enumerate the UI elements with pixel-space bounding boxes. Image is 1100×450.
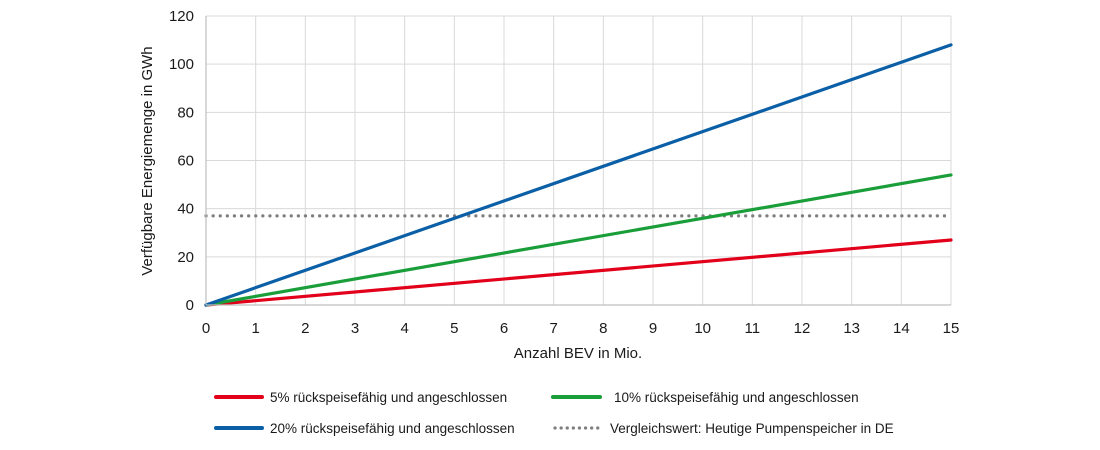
x-tick-label-3: 3 [351, 320, 359, 337]
y-tick-label-4: 80 [177, 104, 194, 121]
x-tick-label-5: 5 [450, 320, 458, 337]
y-tick-label-5: 100 [169, 56, 194, 73]
axes [205, 16, 951, 306]
x-tick-label-1: 1 [251, 320, 259, 337]
y-axis-title: Verfügbare Energiemenge in GWh [139, 46, 156, 275]
grid [205, 15, 952, 306]
x-tick-label-0: 0 [202, 320, 210, 337]
x-tick-label-2: 2 [301, 320, 309, 337]
x-tick-label-13: 13 [843, 320, 860, 337]
legend-label-2: 20% rückspeisefähig und angeschlossen [270, 421, 515, 436]
x-tick-label-15: 15 [943, 320, 960, 337]
x-tick-label-6: 6 [500, 320, 508, 337]
y-tick-label-1: 20 [177, 249, 194, 266]
x-tick-label-4: 4 [400, 320, 408, 337]
legend: 5% rückspeisefähig und angeschlossen 10% … [214, 390, 894, 436]
x-tick-labels: 0 1 2 3 4 5 6 7 8 9 10 11 12 13 14 15 [202, 320, 960, 337]
x-tick-label-10: 10 [694, 320, 711, 337]
x-tick-label-8: 8 [599, 320, 607, 337]
x-tick-label-11: 11 [745, 320, 761, 337]
x-axis-title: Anzahl BEV in Mio. [514, 345, 642, 362]
y-tick-label-3: 60 [177, 153, 194, 170]
x-tick-label-7: 7 [549, 320, 557, 337]
x-tick-label-12: 12 [794, 320, 811, 337]
series-group [204, 43, 953, 307]
y-tick-label-6: 120 [169, 8, 194, 25]
series-line-1 [204, 173, 953, 307]
y-tick-label-0: 0 [186, 297, 194, 314]
x-tick-label-9: 9 [649, 320, 657, 337]
series-line-2 [204, 43, 953, 307]
legend-label-3: Vergleichswert: Heutige Pumpenspeicher i… [610, 421, 894, 436]
legend-label-1: 10% rückspeisefähig und angeschlossen [614, 390, 859, 405]
series-line-0 [204, 238, 953, 307]
y-tick-labels: 0 20 40 60 80 100 120 [169, 8, 194, 314]
legend-label-0: 5% rückspeisefähig und angeschlossen [270, 390, 507, 405]
x-tick-label-14: 14 [893, 320, 910, 337]
y-tick-label-2: 40 [177, 201, 194, 218]
